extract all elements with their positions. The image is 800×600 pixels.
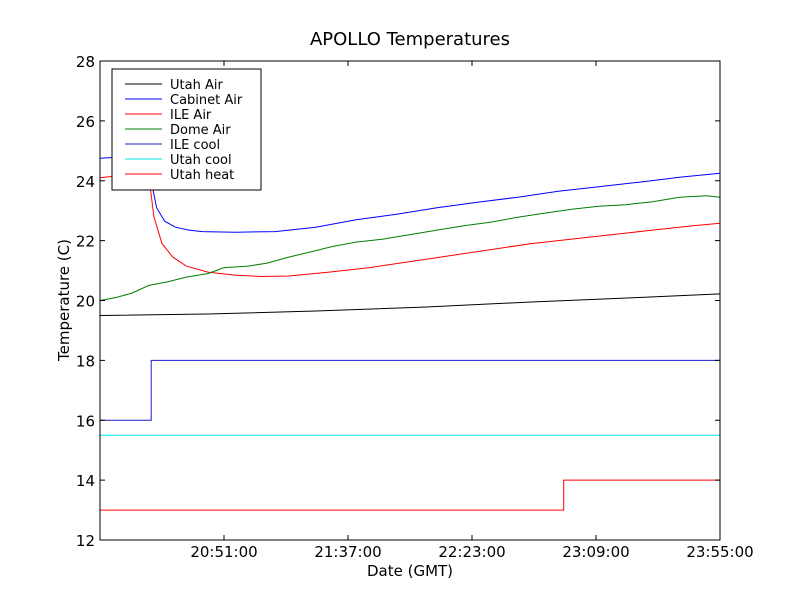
- series-line-ile-air: [100, 172, 720, 278]
- legend-label: ILE cool: [170, 138, 220, 153]
- x-tick-label: 23:55:00: [686, 543, 753, 561]
- series-layer: [100, 155, 720, 511]
- y-tick-label: 12: [76, 532, 95, 550]
- y-tick-label: 20: [76, 293, 95, 311]
- y-tick-label: 22: [76, 233, 95, 251]
- x-tick-label: 21:37:00: [314, 543, 381, 561]
- series-line-dome-air: [100, 195, 720, 301]
- legend-label: Utah cool: [170, 153, 232, 168]
- legend-label: ILE Air: [170, 108, 212, 123]
- series-line-utah-air: [100, 293, 720, 316]
- legend-label: Utah Air: [170, 78, 223, 93]
- chart-title: APOLLO Temperatures: [310, 29, 510, 50]
- y-tick-label: 26: [76, 113, 95, 131]
- legend-label: Dome Air: [170, 123, 231, 138]
- legend-label: Utah heat: [170, 168, 234, 183]
- legend-label: Cabinet Air: [170, 93, 243, 108]
- x-tick-label: 22:23:00: [438, 543, 505, 561]
- y-tick-label: 28: [76, 53, 95, 71]
- x-tick-label: 23:09:00: [562, 543, 629, 561]
- y-tick-label: 16: [76, 412, 95, 430]
- series-line-utah-heat: [100, 479, 720, 511]
- y-tick-label: 18: [76, 352, 95, 370]
- x-axis-label: Date (GMT): [367, 562, 453, 580]
- y-axis-label: Temperature (C): [55, 239, 73, 362]
- series-line-ile-cool: [100, 359, 720, 421]
- x-tick-label: 20:51:00: [190, 543, 257, 561]
- y-tick-label: 14: [76, 472, 95, 490]
- axis-ticks: 12 14 16 18 20 22 24 26 28 20:51:00 21:37:00 22:23:…: [76, 53, 754, 561]
- y-tick-label: 24: [76, 173, 95, 191]
- series-line-cabinet-air: [100, 155, 720, 233]
